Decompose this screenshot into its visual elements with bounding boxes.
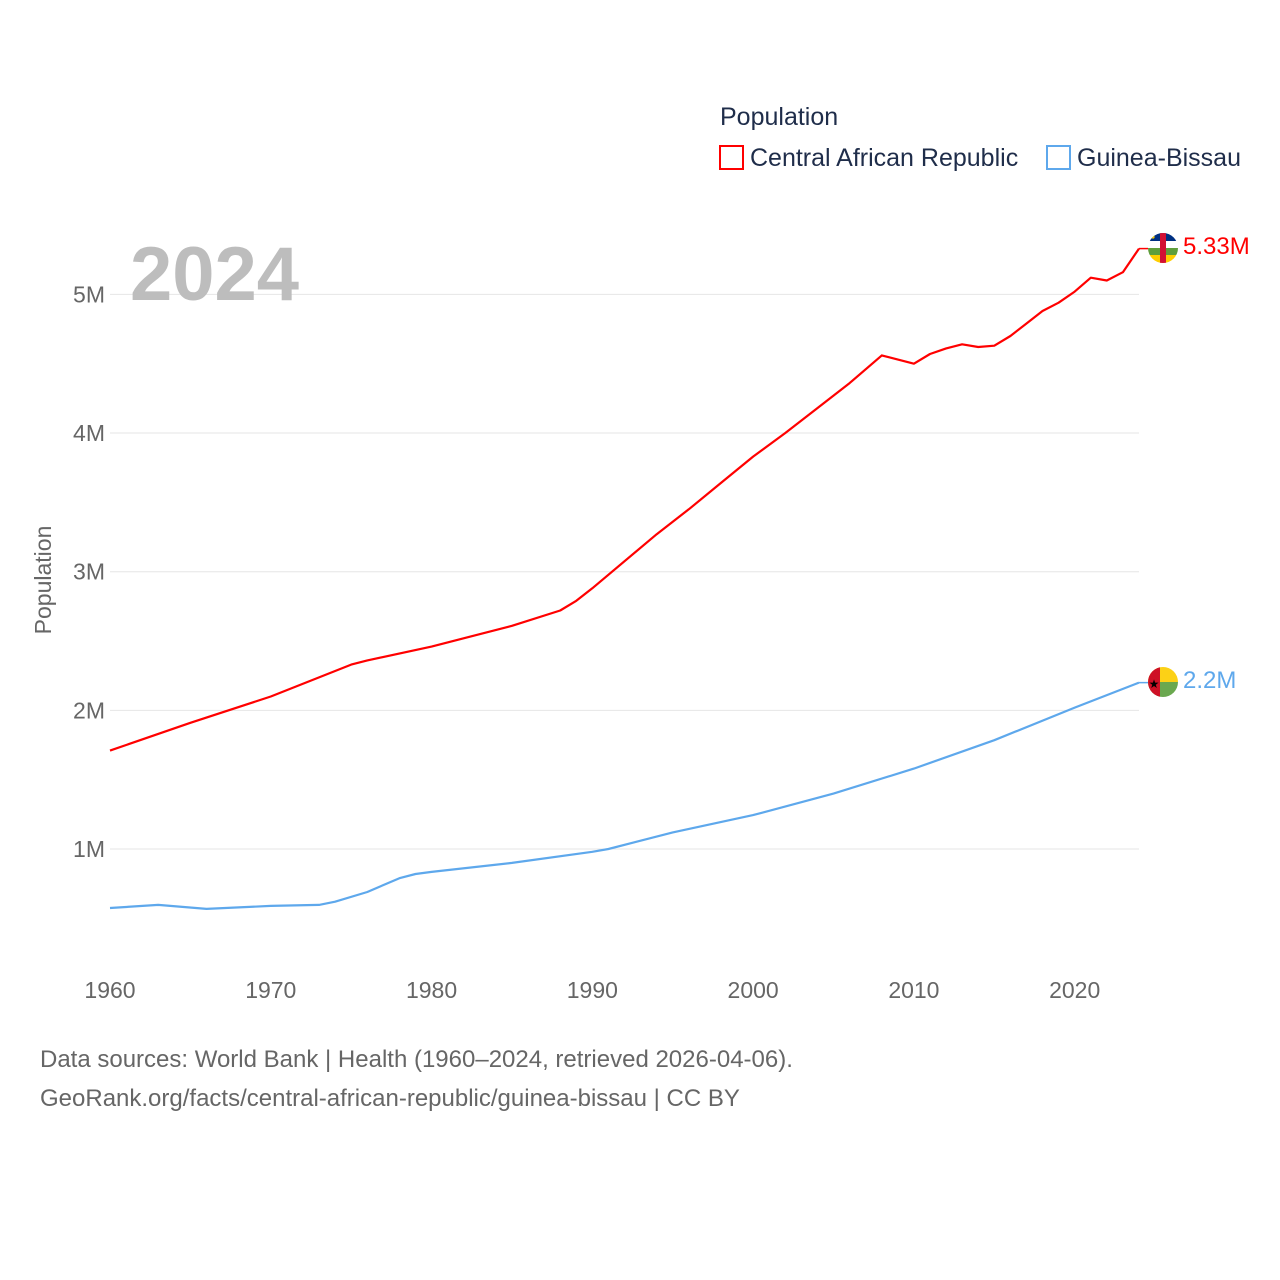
svg-text:★: ★ bbox=[1149, 677, 1160, 691]
end-label-car: 5.33M bbox=[1183, 233, 1250, 260]
legend-swatch-gb[interactable] bbox=[1046, 145, 1071, 170]
x-tick-label: 1970 bbox=[245, 977, 296, 1003]
x-tick-label: 2020 bbox=[1049, 977, 1100, 1003]
guinea-bissau-flag-icon: ★ bbox=[1148, 667, 1178, 697]
legend-label-gb[interactable]: Guinea-Bissau bbox=[1077, 144, 1241, 172]
gridlines bbox=[110, 293, 1139, 850]
x-tick-label: 2010 bbox=[888, 977, 939, 1003]
x-tick-label: 1960 bbox=[84, 977, 135, 1003]
y-tick-label: 3M bbox=[73, 559, 105, 585]
x-tick-label: 1980 bbox=[406, 977, 457, 1003]
x-tick-label: 2000 bbox=[728, 977, 779, 1003]
legend-label-car[interactable]: Central African Republic bbox=[750, 144, 1018, 172]
big-year-label: 2024 bbox=[130, 232, 299, 317]
series-line-guinea-bissau bbox=[109, 681, 1140, 910]
x-tick-label: 1990 bbox=[567, 977, 618, 1003]
legend: Population Central African Republic Guin… bbox=[719, 103, 1241, 172]
series-line-central-african-republic bbox=[109, 247, 1140, 752]
series-lines bbox=[109, 247, 1148, 910]
y-tick-label: 4M bbox=[73, 420, 105, 446]
end-label-gb: 2.2M bbox=[1183, 667, 1236, 694]
footer-credit: GeoRank.org/facts/central-african-republ… bbox=[40, 1085, 740, 1112]
y-axis-label: Population bbox=[30, 526, 56, 635]
y-tick-label: 5M bbox=[73, 281, 105, 307]
legend-swatch-car[interactable] bbox=[719, 145, 744, 170]
x-axis-ticks: 1960 1970 1980 1990 2000 2010 2020 bbox=[84, 977, 1100, 1003]
y-tick-label: 1M bbox=[73, 836, 105, 862]
y-axis-ticks: 1M 2M 3M 4M 5M bbox=[73, 281, 105, 862]
footer-sources: Data sources: World Bank | Health (1960–… bbox=[40, 1046, 793, 1073]
central-african-republic-flag-icon bbox=[1148, 233, 1178, 263]
y-tick-label: 2M bbox=[73, 697, 105, 723]
legend-title: Population bbox=[720, 103, 838, 131]
